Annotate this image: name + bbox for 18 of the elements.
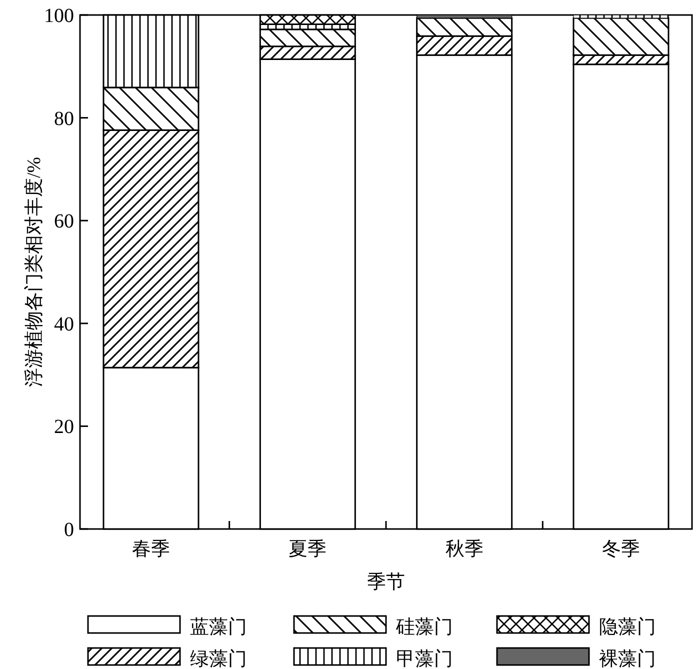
legend-label: 甲藻门 xyxy=(396,648,453,669)
y-tick-label: 40 xyxy=(54,313,74,336)
legend-label: 绿藻门 xyxy=(190,648,247,669)
y-tick-label: 0 xyxy=(64,519,74,541)
x-axis-title: 季节 xyxy=(367,572,405,593)
y-axis-title: 浮游植物各门类相对丰度/% xyxy=(23,156,45,388)
legend-label: 隐藻门 xyxy=(599,616,656,638)
x-tick-label: 冬季 xyxy=(602,539,640,560)
y-tick-label: 60 xyxy=(54,210,74,233)
x-tick-label: 秋季 xyxy=(445,539,484,560)
legend-label: 裸藻门 xyxy=(599,648,656,669)
legend-label: 蓝藻门 xyxy=(190,616,247,638)
x-tick-label: 夏季 xyxy=(288,539,327,560)
legend-label: 硅藻门 xyxy=(395,616,453,638)
y-tick-label: 20 xyxy=(54,416,74,438)
y-tick-label: 80 xyxy=(54,108,74,130)
x-tick-label: 春季 xyxy=(132,539,170,560)
y-tick-label: 100 xyxy=(44,5,74,27)
